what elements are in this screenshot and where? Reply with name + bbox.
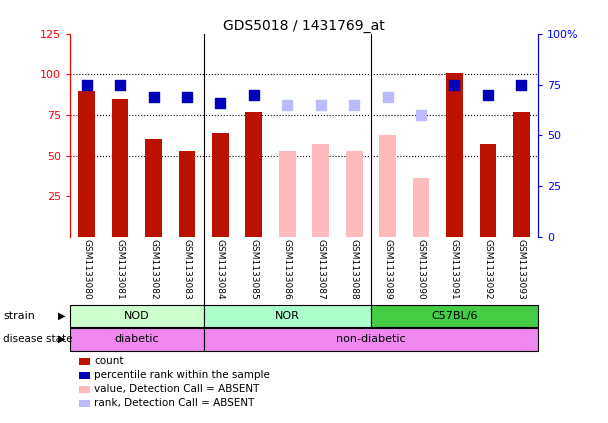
Text: count: count bbox=[94, 356, 124, 366]
Point bbox=[148, 93, 158, 100]
Point bbox=[182, 93, 192, 100]
Bar bbox=[204, 305, 371, 327]
Text: strain: strain bbox=[3, 311, 35, 321]
Text: GSM1133086: GSM1133086 bbox=[283, 239, 292, 299]
Text: GSM1133092: GSM1133092 bbox=[483, 239, 492, 299]
Text: GDS5018 / 1431769_at: GDS5018 / 1431769_at bbox=[223, 19, 385, 33]
Text: non-diabetic: non-diabetic bbox=[336, 335, 406, 344]
Bar bbox=[78, 91, 95, 237]
Bar bbox=[379, 135, 396, 237]
Point bbox=[115, 81, 125, 88]
Bar bbox=[480, 144, 496, 237]
Text: rank, Detection Call = ABSENT: rank, Detection Call = ABSENT bbox=[94, 398, 255, 408]
Text: GSM1133090: GSM1133090 bbox=[416, 239, 426, 299]
Point bbox=[383, 93, 393, 100]
Point bbox=[349, 102, 359, 108]
Text: GSM1133088: GSM1133088 bbox=[350, 239, 359, 299]
Text: value, Detection Call = ABSENT: value, Detection Call = ABSENT bbox=[94, 384, 260, 394]
Point bbox=[316, 102, 326, 108]
Bar bbox=[112, 99, 128, 237]
Bar bbox=[279, 151, 295, 237]
Text: C57BL/6: C57BL/6 bbox=[431, 311, 478, 321]
Text: GSM1133085: GSM1133085 bbox=[249, 239, 258, 299]
Point bbox=[249, 91, 259, 98]
Text: GSM1133091: GSM1133091 bbox=[450, 239, 459, 299]
Text: ▶: ▶ bbox=[58, 334, 66, 344]
Text: GSM1133081: GSM1133081 bbox=[116, 239, 125, 299]
Text: GSM1133093: GSM1133093 bbox=[517, 239, 526, 299]
Bar bbox=[313, 144, 329, 237]
Text: NOD: NOD bbox=[124, 311, 150, 321]
Text: GSM1133082: GSM1133082 bbox=[149, 239, 158, 299]
Point bbox=[282, 102, 292, 108]
Bar bbox=[179, 151, 195, 237]
Bar bbox=[346, 151, 362, 237]
Point bbox=[517, 81, 527, 88]
Bar bbox=[413, 179, 429, 237]
Bar bbox=[446, 73, 463, 237]
Point bbox=[215, 99, 225, 106]
Bar bbox=[145, 140, 162, 237]
Point bbox=[483, 91, 493, 98]
Bar bbox=[212, 133, 229, 237]
Point bbox=[81, 81, 91, 88]
Point bbox=[449, 81, 460, 88]
Text: GSM1133087: GSM1133087 bbox=[316, 239, 325, 299]
Bar bbox=[70, 328, 204, 351]
Bar bbox=[371, 305, 538, 327]
Bar bbox=[70, 305, 204, 327]
Bar bbox=[513, 112, 530, 237]
Text: GSM1133083: GSM1133083 bbox=[182, 239, 192, 299]
Text: GSM1133080: GSM1133080 bbox=[82, 239, 91, 299]
Bar bbox=[246, 112, 262, 237]
Bar bbox=[204, 328, 538, 351]
Point bbox=[416, 112, 426, 118]
Text: ▶: ▶ bbox=[58, 311, 66, 321]
Text: diabetic: diabetic bbox=[114, 335, 159, 344]
Text: disease state: disease state bbox=[3, 334, 72, 344]
Text: GSM1133089: GSM1133089 bbox=[383, 239, 392, 299]
Text: NOR: NOR bbox=[275, 311, 300, 321]
Text: GSM1133084: GSM1133084 bbox=[216, 239, 225, 299]
Text: percentile rank within the sample: percentile rank within the sample bbox=[94, 370, 270, 380]
